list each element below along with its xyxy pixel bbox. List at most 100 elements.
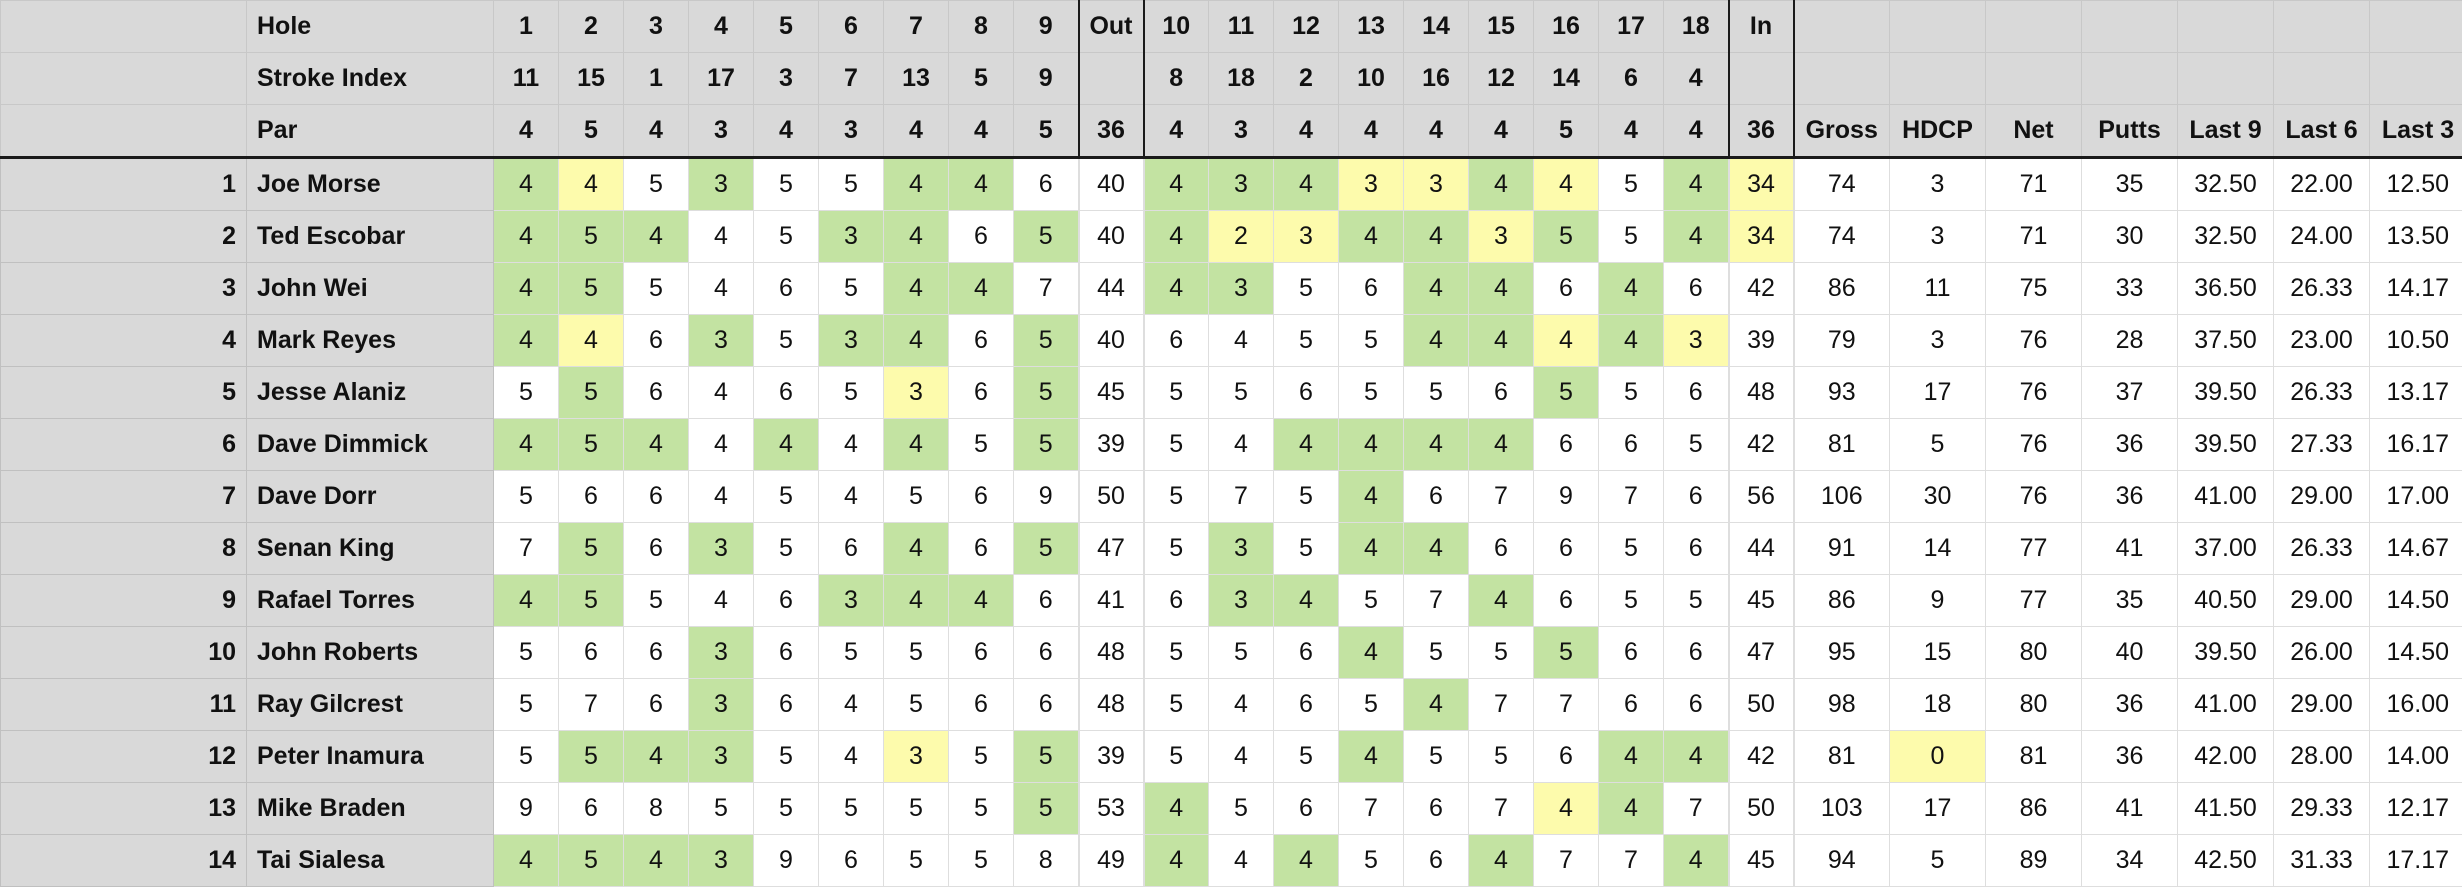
hole-score[interactable]: 6 [1339, 263, 1404, 315]
gross-score[interactable]: 79 [1794, 315, 1890, 367]
out-total[interactable]: 49 [1079, 835, 1144, 887]
hole-score[interactable]: 5 [559, 731, 624, 783]
hole-score[interactable]: 5 [949, 783, 1014, 835]
out-total[interactable]: 50 [1079, 471, 1144, 523]
hole-score[interactable]: 5 [754, 211, 819, 263]
last-6[interactable]: 29.00 [2274, 679, 2370, 731]
hole-score[interactable]: 3 [1209, 523, 1274, 575]
hole-score[interactable]: 6 [1469, 523, 1534, 575]
hole-score[interactable]: 6 [1014, 679, 1079, 731]
putts[interactable]: 36 [2082, 679, 2178, 731]
hole-score[interactable]: 9 [1014, 471, 1079, 523]
hole-score[interactable]: 3 [689, 158, 754, 211]
hole-score[interactable]: 5 [1209, 783, 1274, 835]
hole-score[interactable]: 5 [1014, 211, 1079, 263]
hole-score[interactable]: 4 [1664, 158, 1729, 211]
hole-score[interactable]: 4 [494, 575, 559, 627]
hole-score[interactable]: 7 [1469, 783, 1534, 835]
hole-score[interactable]: 7 [1599, 471, 1664, 523]
net-score[interactable]: 77 [1986, 523, 2082, 575]
hole-score[interactable]: 5 [754, 731, 819, 783]
hole-score[interactable]: 4 [1469, 575, 1534, 627]
putts[interactable]: 33 [2082, 263, 2178, 315]
hole-score[interactable]: 4 [1404, 679, 1469, 731]
hole-score[interactable]: 4 [884, 263, 949, 315]
hole-score[interactable]: 5 [1144, 679, 1209, 731]
hole-score[interactable]: 5 [1014, 367, 1079, 419]
hole-score[interactable]: 4 [689, 211, 754, 263]
hole-score[interactable]: 6 [624, 679, 689, 731]
hole-score[interactable]: 5 [494, 471, 559, 523]
last-9[interactable]: 39.50 [2178, 367, 2274, 419]
hole-score[interactable]: 5 [559, 367, 624, 419]
last-6[interactable]: 26.33 [2274, 523, 2370, 575]
hole-score[interactable]: 5 [1274, 523, 1339, 575]
out-total[interactable]: 48 [1079, 627, 1144, 679]
hole-score[interactable]: 4 [1209, 835, 1274, 887]
hole-score[interactable]: 4 [1469, 835, 1534, 887]
out-total[interactable]: 40 [1079, 158, 1144, 211]
hole-score[interactable]: 4 [1404, 523, 1469, 575]
gross-score[interactable]: 95 [1794, 627, 1890, 679]
hole-score[interactable]: 4 [494, 835, 559, 887]
handicap[interactable]: 30 [1890, 471, 1986, 523]
in-total[interactable]: 44 [1729, 523, 1794, 575]
hole-score[interactable]: 4 [884, 575, 949, 627]
hole-score[interactable]: 7 [494, 523, 559, 575]
in-total[interactable]: 47 [1729, 627, 1794, 679]
hole-score[interactable]: 5 [559, 211, 624, 263]
hole-score[interactable]: 6 [1534, 419, 1599, 471]
hole-score[interactable]: 6 [949, 211, 1014, 263]
hole-score[interactable]: 3 [1664, 315, 1729, 367]
hole-score[interactable]: 4 [1469, 419, 1534, 471]
out-total[interactable]: 39 [1079, 731, 1144, 783]
last-9[interactable]: 39.50 [2178, 627, 2274, 679]
hole-score[interactable]: 4 [1404, 419, 1469, 471]
hole-score[interactable]: 6 [1534, 575, 1599, 627]
hole-score[interactable]: 6 [559, 783, 624, 835]
hole-score[interactable]: 4 [754, 419, 819, 471]
last-3[interactable]: 10.50 [2370, 315, 2462, 367]
hole-score[interactable]: 6 [949, 315, 1014, 367]
hole-score[interactable]: 5 [559, 263, 624, 315]
hole-score[interactable]: 3 [819, 315, 884, 367]
in-total[interactable]: 48 [1729, 367, 1794, 419]
gross-score[interactable]: 106 [1794, 471, 1890, 523]
hole-score[interactable]: 4 [1469, 263, 1534, 315]
hole-score[interactable]: 4 [949, 263, 1014, 315]
last-6[interactable]: 23.00 [2274, 315, 2370, 367]
hole-score[interactable]: 5 [1404, 367, 1469, 419]
last-3[interactable]: 14.50 [2370, 575, 2462, 627]
hole-score[interactable]: 4 [884, 419, 949, 471]
hole-score[interactable]: 4 [1599, 731, 1664, 783]
hole-score[interactable]: 5 [494, 679, 559, 731]
hole-score[interactable]: 5 [1274, 263, 1339, 315]
putts[interactable]: 35 [2082, 575, 2178, 627]
net-score[interactable]: 86 [1986, 783, 2082, 835]
hole-score[interactable]: 5 [1339, 679, 1404, 731]
hole-score[interactable]: 3 [1209, 575, 1274, 627]
hole-score[interactable]: 8 [1014, 835, 1079, 887]
hole-score[interactable]: 5 [1534, 211, 1599, 263]
hole-score[interactable]: 5 [754, 783, 819, 835]
putts[interactable]: 41 [2082, 783, 2178, 835]
hole-score[interactable]: 4 [1469, 158, 1534, 211]
hole-score[interactable]: 9 [494, 783, 559, 835]
hole-score[interactable]: 4 [494, 158, 559, 211]
last-9[interactable]: 42.00 [2178, 731, 2274, 783]
hole-score[interactable]: 5 [624, 263, 689, 315]
hole-score[interactable]: 4 [494, 315, 559, 367]
hole-score[interactable]: 4 [559, 158, 624, 211]
hole-score[interactable]: 4 [1209, 679, 1274, 731]
hole-score[interactable]: 5 [754, 158, 819, 211]
hole-score[interactable]: 4 [689, 263, 754, 315]
hole-score[interactable]: 7 [1534, 835, 1599, 887]
hole-score[interactable]: 6 [949, 471, 1014, 523]
last-6[interactable]: 26.33 [2274, 367, 2370, 419]
hole-score[interactable]: 6 [754, 263, 819, 315]
hole-score[interactable]: 4 [494, 211, 559, 263]
hole-score[interactable]: 5 [754, 315, 819, 367]
hole-score[interactable]: 5 [1339, 575, 1404, 627]
hole-score[interactable]: 5 [1209, 627, 1274, 679]
hole-score[interactable]: 5 [1144, 523, 1209, 575]
